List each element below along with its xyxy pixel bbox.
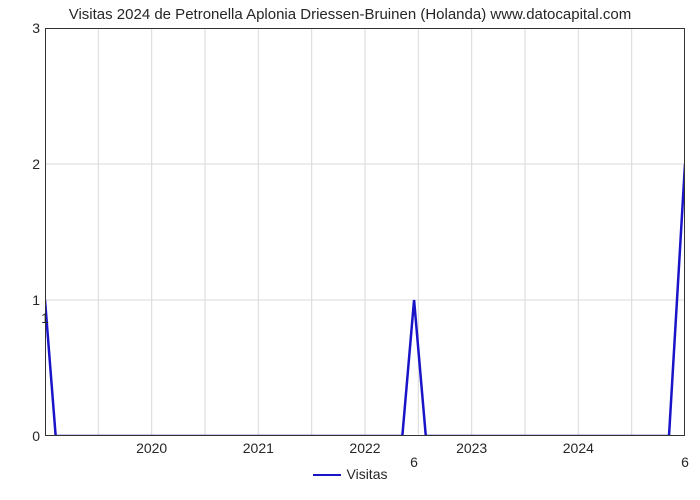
x-tick-label: 2022 — [349, 440, 380, 456]
legend-label: Visitas — [347, 466, 388, 482]
x-tick-label: 2023 — [456, 440, 487, 456]
x-tick-label: 2021 — [243, 440, 274, 456]
y-tick-label: 2 — [20, 156, 40, 172]
chart-svg — [45, 28, 685, 436]
y-tick-label: 1 — [20, 292, 40, 308]
x-tick-label: 2024 — [563, 440, 594, 456]
legend-swatch — [313, 474, 341, 476]
chart-container: Visitas 2024 de Petronella Aplonia Dries… — [0, 0, 700, 500]
legend: Visitas — [0, 466, 700, 482]
y-tick-label: 0 — [20, 428, 40, 444]
chart-title: Visitas 2024 de Petronella Aplonia Dries… — [0, 6, 700, 23]
x-tick-label: 2020 — [136, 440, 167, 456]
y-tick-label: 3 — [20, 20, 40, 36]
point-label: 1 — [41, 310, 49, 326]
plot-area — [45, 28, 685, 436]
